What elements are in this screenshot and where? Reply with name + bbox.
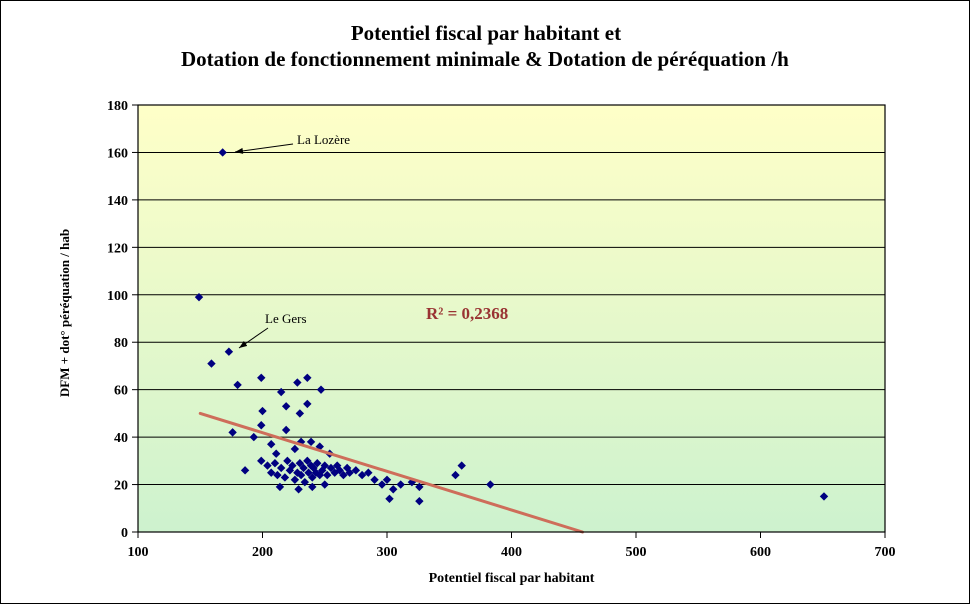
trendline	[198, 411, 584, 534]
data-point	[303, 399, 312, 409]
chart-title-line-1: Potentiel fiscal par habitant et	[350, 21, 622, 45]
data-point	[313, 459, 322, 468]
data-point	[326, 463, 336, 473]
data-point	[351, 466, 361, 475]
annotation-la-lozere: La Lozère	[297, 132, 351, 147]
data-point	[233, 380, 242, 390]
data-point	[276, 463, 286, 473]
x-tick-label: 400	[501, 545, 522, 560]
x-tick-label: 300	[377, 545, 398, 560]
y-tick-label: 60	[114, 384, 128, 399]
data-point	[267, 440, 276, 449]
data-point	[308, 482, 317, 492]
annotation-le-gers: Le Gers	[265, 311, 307, 326]
y-axis-title: DFM + dot° péréquation / hab	[57, 228, 72, 398]
r-squared-label: R² = 0,2368	[426, 304, 509, 323]
data-point	[303, 456, 312, 466]
data-point	[228, 428, 237, 437]
data-point	[194, 292, 204, 302]
plot-border	[137, 104, 886, 533]
data-point	[357, 470, 367, 480]
data-point	[335, 466, 344, 475]
x-tick-label: 200	[252, 545, 273, 560]
data-point	[320, 461, 329, 470]
data-point	[345, 468, 354, 477]
data-point	[258, 406, 267, 416]
data-point	[320, 480, 329, 489]
y-tick-label: 140	[107, 194, 128, 209]
y-tick-label: 20	[114, 479, 128, 494]
data-point	[224, 347, 234, 356]
data-point	[257, 456, 266, 466]
x-tick-label: 100	[128, 545, 149, 560]
data-point	[294, 485, 303, 494]
data-point	[364, 468, 373, 477]
data-point	[275, 482, 285, 492]
data-point	[396, 480, 405, 489]
y-tick-label: 120	[107, 241, 128, 256]
data-point	[257, 421, 266, 430]
data-point	[218, 148, 227, 157]
data-point	[339, 470, 348, 480]
data-point	[415, 496, 424, 506]
data-point	[323, 470, 332, 480]
data-point	[304, 468, 313, 477]
data-point	[273, 470, 282, 480]
y-tick-label: 160	[107, 146, 128, 161]
data-point	[306, 437, 316, 447]
data-point	[207, 359, 216, 368]
x-tick-label: 500	[626, 545, 647, 560]
data-point	[240, 466, 250, 475]
y-tick-label: 80	[114, 336, 128, 351]
data-point	[270, 459, 280, 468]
plot-area	[138, 105, 885, 532]
y-tick-label: 100	[107, 289, 128, 304]
data-point	[290, 475, 300, 485]
data-point	[299, 463, 308, 473]
chart-title-line-2: Dotation de fonctionnement minimale & Do…	[181, 47, 789, 71]
data-point	[283, 456, 292, 466]
data-point	[486, 480, 495, 489]
data-point	[271, 449, 281, 458]
data-point	[389, 485, 398, 494]
data-point	[249, 432, 258, 442]
data-point	[281, 425, 291, 435]
data-point	[296, 470, 306, 480]
data-point	[303, 373, 312, 383]
x-axis-title: Potentiel fiscal par habitant	[428, 571, 595, 586]
y-tick-label: 180	[107, 99, 128, 114]
data-point	[263, 461, 272, 470]
data-point	[415, 482, 424, 492]
data-point	[281, 402, 291, 411]
data-point	[377, 480, 387, 489]
data-point	[295, 409, 305, 418]
data-point	[290, 444, 300, 454]
data-point	[257, 373, 266, 383]
data-point	[385, 494, 394, 503]
data-point	[293, 378, 302, 387]
data-point	[280, 473, 290, 482]
annotation-arrow	[234, 143, 294, 154]
data-point	[819, 492, 829, 501]
data-point	[288, 461, 297, 470]
y-tick-label: 0	[121, 526, 128, 541]
x-tick-label: 600	[750, 545, 771, 560]
data-point	[451, 470, 460, 480]
data-point	[370, 475, 379, 485]
data-point	[267, 468, 276, 477]
data-point	[295, 459, 305, 468]
data-point	[300, 477, 310, 487]
data-point	[308, 473, 317, 482]
data-point	[457, 461, 466, 470]
data-point	[316, 385, 326, 394]
x-tick-label: 700	[875, 545, 896, 560]
annotation-arrow	[238, 327, 269, 349]
y-tick-label: 40	[114, 431, 128, 446]
data-point	[276, 387, 286, 397]
data-point	[382, 475, 392, 485]
